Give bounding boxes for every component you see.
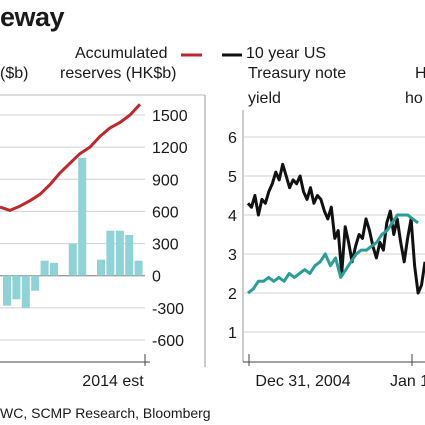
right-x-tick-label-1: Dec 31, 2004 bbox=[255, 373, 350, 390]
reserve-change-bar-8 bbox=[78, 157, 87, 276]
left-y-tick-label-3: 600 bbox=[152, 204, 179, 221]
reserve-change-bar-10 bbox=[97, 259, 105, 276]
source-note: WC, SCMP Research, Bloomberg bbox=[0, 405, 211, 421]
housing-legend-line2: ho bbox=[405, 90, 423, 107]
chart-title: eway bbox=[0, 2, 65, 32]
left-x-tick-label: 2014 est bbox=[82, 373, 144, 390]
reserve-change-bar-0 bbox=[3, 275, 11, 306]
reserve-change-bar-11 bbox=[106, 230, 115, 276]
left-y-tick-label-7: -600 bbox=[152, 333, 184, 350]
reserve-change-bar-3 bbox=[31, 275, 40, 291]
left-y-tick-label-4: 300 bbox=[152, 237, 179, 254]
left-unit-label: ($b) bbox=[0, 65, 29, 82]
reserve-change-bar-12 bbox=[115, 230, 124, 276]
treasury-legend-line1: 10 year US bbox=[246, 45, 327, 62]
reserve-change-bar-4 bbox=[40, 260, 49, 276]
right-y-tick-label-4: 2 bbox=[228, 286, 237, 303]
right-x-tick-label-2: Jan 1 bbox=[390, 373, 425, 390]
treasury-legend-line3: yield bbox=[248, 90, 281, 107]
housing-legend-line1: H bbox=[415, 65, 425, 82]
accumulated-reserves-line bbox=[0, 103, 142, 212]
left-y-tick-label-2: 900 bbox=[152, 172, 179, 189]
reserve-change-bar-2 bbox=[21, 275, 30, 308]
treasury-legend-line2: Treasury note bbox=[248, 65, 347, 82]
housing-series-line bbox=[247, 213, 419, 295]
reserves-legend-line2: reserves (HK$b) bbox=[60, 65, 177, 82]
left-y-tick-label-0: 1500 bbox=[152, 108, 188, 125]
reserve-change-bar-14 bbox=[134, 260, 143, 276]
reserve-change-bar-7 bbox=[68, 243, 77, 276]
left-y-tick-label-5: 0 bbox=[152, 269, 161, 286]
reserve-change-bar-5 bbox=[50, 262, 58, 276]
treasury-yield-line bbox=[246, 162, 425, 295]
right-y-tick-label-0: 6 bbox=[228, 130, 237, 147]
right-y-tick-label-5: 1 bbox=[228, 325, 237, 342]
reserve-change-bar-1 bbox=[12, 275, 21, 300]
reserves-legend-line1: Accumulated bbox=[75, 45, 168, 62]
reserve-change-bar-13 bbox=[125, 235, 134, 276]
left-y-tick-label-1: 1200 bbox=[152, 140, 188, 157]
right-y-tick-label-3: 3 bbox=[228, 247, 237, 264]
right-y-tick-label-2: 4 bbox=[228, 208, 237, 225]
left-y-tick-label-6: -300 bbox=[152, 301, 184, 318]
right-y-tick-label-1: 5 bbox=[228, 169, 237, 186]
